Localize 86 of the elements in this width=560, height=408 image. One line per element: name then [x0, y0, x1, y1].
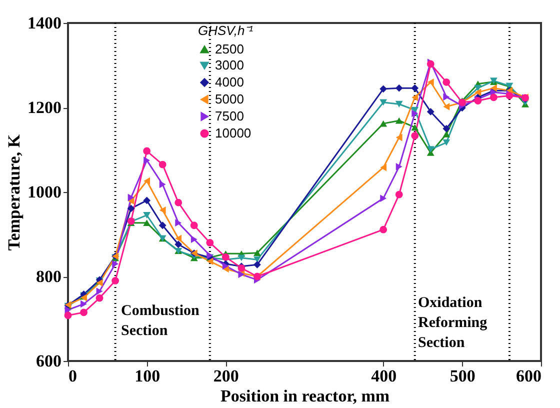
point	[174, 198, 182, 206]
point	[490, 84, 497, 92]
y-tick-label: 1200	[28, 98, 62, 117]
point	[143, 196, 151, 204]
annotation: Oxidation Reforming Section	[418, 295, 488, 351]
point	[395, 84, 403, 92]
point	[175, 219, 182, 227]
point	[380, 120, 388, 127]
point	[112, 260, 119, 268]
point	[253, 256, 261, 263]
point	[96, 294, 104, 302]
point	[442, 78, 450, 86]
legend-title: GHSV,h⁻¹	[198, 23, 254, 38]
point	[253, 260, 261, 268]
legend-label: 7500	[215, 108, 244, 124]
annotation: Combustion Section	[121, 303, 200, 339]
legend-label: 2500	[215, 42, 244, 56]
point	[442, 139, 450, 146]
point	[96, 279, 103, 287]
legend-label: 4000	[215, 74, 244, 90]
x-tick-label: 200	[213, 366, 239, 386]
x-tick-label: 0	[68, 366, 77, 386]
point	[490, 94, 498, 102]
point	[96, 288, 103, 295]
point	[144, 156, 150, 164]
point	[474, 88, 482, 96]
point	[143, 147, 151, 155]
point	[395, 190, 403, 198]
point	[144, 177, 150, 185]
point	[443, 102, 450, 110]
point	[159, 180, 166, 188]
legend-label: 3000	[215, 58, 244, 72]
point	[222, 253, 230, 261]
point	[442, 130, 450, 138]
point	[175, 234, 182, 242]
point	[396, 134, 402, 142]
point	[143, 212, 151, 218]
point	[380, 164, 387, 172]
point	[474, 84, 482, 92]
point	[159, 206, 166, 214]
point	[380, 85, 388, 93]
point	[411, 84, 419, 92]
point	[443, 93, 450, 101]
point	[442, 124, 450, 132]
point	[112, 277, 120, 284]
point	[64, 312, 72, 320]
legend-label: 10000	[215, 126, 252, 140]
point	[427, 78, 434, 86]
y-tick-label: 800	[36, 267, 62, 286]
point	[174, 240, 182, 248]
point	[190, 236, 198, 244]
point	[143, 220, 151, 226]
y-tick-label: 1400	[28, 14, 62, 32]
point	[80, 308, 88, 316]
y-tick-label: 1000	[28, 182, 62, 202]
point	[380, 194, 387, 202]
point	[426, 146, 434, 153]
point	[412, 94, 418, 102]
x-tick-label: 100	[134, 366, 160, 386]
point	[206, 239, 214, 246]
x-tick-label: 400	[371, 366, 397, 386]
point	[127, 204, 135, 212]
point	[158, 160, 166, 168]
point	[80, 300, 87, 308]
x-axis-title: Position in reactor, mm	[220, 386, 390, 406]
point	[128, 194, 134, 202]
point	[158, 222, 166, 230]
x-tick-label: 500	[450, 366, 476, 386]
point	[253, 250, 261, 256]
point	[190, 222, 198, 230]
legend-label: 5000	[215, 92, 244, 106]
point	[238, 254, 246, 262]
y-axis-title: Temperature, K	[4, 134, 24, 251]
point	[411, 124, 419, 131]
point	[380, 226, 388, 234]
point	[411, 132, 419, 140]
point	[412, 110, 418, 118]
point	[395, 100, 403, 108]
point	[426, 108, 434, 116]
point	[395, 117, 403, 124]
x-tick-label: 600	[516, 366, 542, 386]
point	[128, 197, 134, 205]
point	[396, 162, 402, 170]
y-tick-label: 600	[36, 352, 62, 370]
point	[206, 258, 214, 265]
point	[380, 99, 388, 106]
